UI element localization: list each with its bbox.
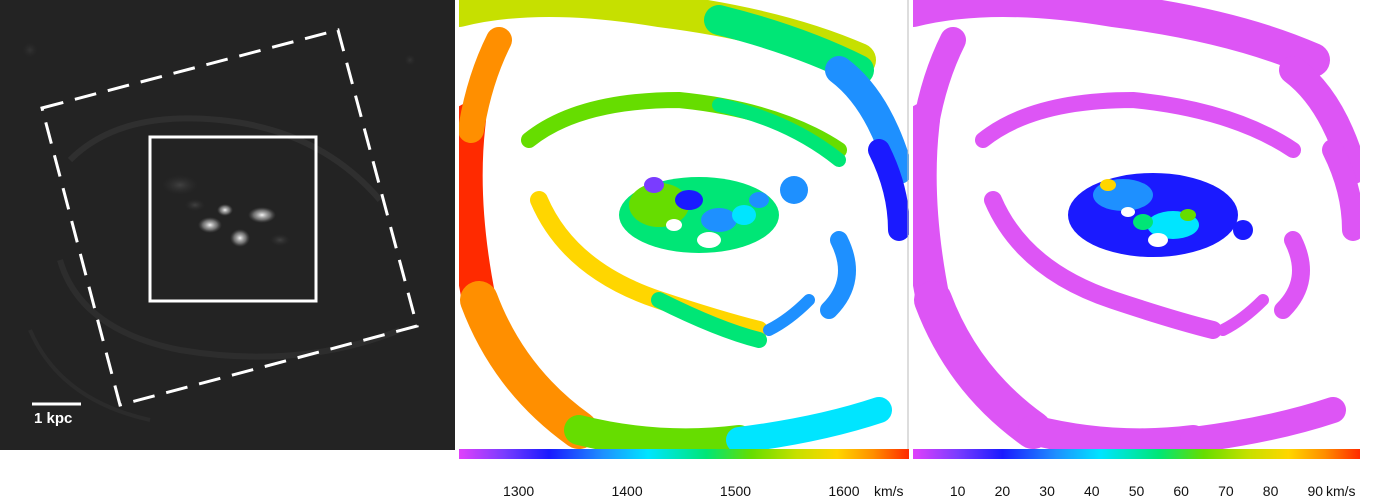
image-background [0,0,455,450]
grayscale-image-panel: 1 kpc [0,0,455,450]
dispersion-colorbar-tick-label: 50 [1128,483,1145,499]
velocity-colorbar-tick-label: 1600 [828,483,860,499]
dispersion-nucleus [1068,173,1253,257]
faint-spiral-structures [22,42,416,422]
velocity-nucleus [619,176,808,253]
dispersion-colorbar-tick-label: 90 [1307,483,1324,499]
velocity-colorbar-tick-label: 1300 [503,483,535,499]
dispersion-colorbar-tick-label: 70 [1218,483,1234,499]
bright-core [162,175,290,247]
dispersion-colorbar-tick-label: 30 [1039,483,1055,499]
scale-bar-label: 1 kpc [34,410,73,427]
grayscale-image [0,0,455,450]
dispersion-colorbar-tick-label: 60 [1173,483,1189,499]
velocity-colorbar [459,449,909,459]
dispersion-colorbar-tick-label: 80 [1262,483,1279,499]
solid-field-outline [148,135,318,303]
velocity-colorbar-tick-label: 1400 [611,483,643,499]
velocity-colorbar-tick-label: 1500 [719,483,752,499]
dispersion-colorbar-tick-label: 40 [1084,483,1100,499]
dashed-field-outline [40,28,419,407]
dispersion-map [896,0,1367,459]
dispersion-colorbar-tick-label: 20 [994,483,1011,499]
velocity-map [442,0,913,459]
dispersion-colorbar [913,449,1360,459]
velocity-map-panel [442,0,913,459]
dispersion-map-panel [896,0,1367,459]
velocity-colorbar-unit: km/s [874,483,904,499]
dispersion-colorbar-tick-label: 10 [949,483,966,499]
dispersion-colorbar-unit: km/s [1326,483,1356,499]
